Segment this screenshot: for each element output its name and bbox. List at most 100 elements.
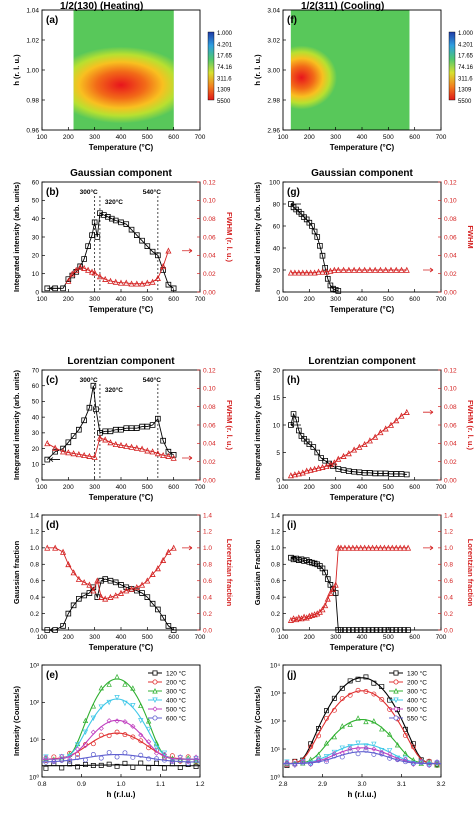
data-point bbox=[311, 228, 318, 235]
data-point bbox=[154, 747, 160, 753]
data-point bbox=[75, 764, 80, 770]
colorbar-label: 5500 bbox=[217, 99, 231, 105]
data-point bbox=[170, 285, 177, 292]
legend-marker bbox=[152, 679, 158, 685]
panel-label: (c) bbox=[46, 375, 58, 386]
data-point bbox=[69, 270, 76, 277]
y2-tick-label: 0.10 bbox=[203, 386, 216, 393]
data-point bbox=[160, 451, 167, 459]
y-tick-label: 10¹ bbox=[30, 737, 40, 744]
y-tick-label: 10³ bbox=[271, 690, 281, 697]
data-point bbox=[316, 733, 322, 739]
y-tick-label: 1.0 bbox=[30, 545, 39, 552]
colorbar-label: 5500 bbox=[458, 99, 472, 105]
panel-a: 100 200 300 400 500 600 700 0.96 0.98 1.00 1.02 1.0… bbox=[12, 1, 233, 152]
data-point bbox=[65, 277, 72, 284]
y-tick-label: 0.98 bbox=[26, 97, 39, 104]
fit-curve bbox=[283, 718, 441, 765]
y-tick-label: 10⁰ bbox=[29, 773, 39, 781]
x-tick-label: 600 bbox=[409, 484, 420, 491]
y2-tick-label: 0.10 bbox=[444, 386, 457, 393]
left-axis-arrow bbox=[49, 457, 60, 462]
series-line bbox=[290, 411, 408, 476]
data-point bbox=[329, 585, 337, 592]
data-point bbox=[88, 268, 96, 275]
x-tick-label: 200 bbox=[63, 484, 74, 491]
data-point bbox=[130, 734, 136, 740]
data-point bbox=[86, 590, 93, 596]
data-point bbox=[98, 725, 104, 732]
y-tick-label: 1.4 bbox=[30, 512, 39, 519]
data-point bbox=[89, 232, 95, 238]
data-point bbox=[287, 616, 294, 623]
x-tick-label: 700 bbox=[195, 634, 206, 641]
data-point bbox=[149, 278, 156, 285]
data-point bbox=[339, 696, 345, 701]
x-tick-label: 300 bbox=[330, 634, 341, 641]
data-point bbox=[371, 746, 377, 752]
data-point bbox=[139, 590, 145, 596]
plot-frame bbox=[282, 514, 442, 631]
data-point bbox=[81, 579, 88, 586]
panel-label: (g) bbox=[287, 187, 300, 198]
data-point bbox=[44, 456, 51, 463]
y2-axis-label: Lorentzian fraction bbox=[466, 539, 474, 607]
data-point bbox=[355, 676, 361, 682]
data-point bbox=[382, 425, 389, 432]
data-point bbox=[307, 269, 314, 276]
x-tick-label: 600 bbox=[168, 134, 179, 141]
data-point bbox=[112, 440, 119, 448]
legend-marker bbox=[393, 688, 399, 694]
data-point bbox=[165, 448, 172, 455]
data-point bbox=[105, 214, 111, 220]
series-line bbox=[47, 547, 174, 600]
data-point bbox=[90, 584, 97, 591]
data-point bbox=[381, 544, 388, 551]
data-point bbox=[102, 428, 108, 435]
x-tick-label: 200 bbox=[304, 134, 315, 141]
y-tick-label: 70 bbox=[32, 367, 40, 374]
data-point bbox=[379, 696, 385, 702]
data-point bbox=[65, 610, 72, 617]
data-point bbox=[363, 674, 369, 680]
y2-tick-label: 1.4 bbox=[203, 512, 212, 519]
data-point bbox=[426, 759, 432, 765]
data-point bbox=[165, 623, 172, 629]
y-tick-label: 80 bbox=[273, 201, 281, 208]
data-point bbox=[331, 733, 338, 740]
data-point bbox=[98, 755, 104, 761]
x-tick-label: 200 bbox=[63, 134, 74, 141]
data-point bbox=[133, 280, 140, 287]
data-point bbox=[355, 745, 361, 752]
data-point bbox=[311, 465, 318, 472]
x-tick-label: 500 bbox=[142, 134, 153, 141]
data-point bbox=[386, 731, 393, 737]
data-point bbox=[319, 606, 326, 613]
data-point bbox=[90, 587, 97, 594]
data-point bbox=[332, 590, 339, 596]
data-point bbox=[86, 404, 93, 411]
data-point bbox=[426, 762, 432, 769]
data-point bbox=[371, 691, 377, 697]
data-point bbox=[82, 729, 89, 735]
data-point bbox=[114, 754, 120, 760]
fit-curve bbox=[283, 690, 441, 765]
y2-tick-label: 0.4 bbox=[444, 594, 453, 601]
data-point bbox=[332, 287, 339, 293]
data-point bbox=[83, 757, 88, 763]
data-point bbox=[128, 585, 135, 592]
data-point bbox=[138, 702, 144, 709]
data-point bbox=[81, 264, 88, 271]
y-tick-label: 10 bbox=[32, 271, 40, 278]
x-tick-label: 2.8 bbox=[278, 781, 287, 788]
x-tick-label: 700 bbox=[436, 296, 447, 303]
y2-tick-label: 0.02 bbox=[203, 459, 216, 466]
x-axis-label: h (r.l.u.) bbox=[348, 790, 377, 799]
data-point bbox=[377, 544, 384, 551]
data-point bbox=[323, 740, 330, 746]
y-tick-label: 0.8 bbox=[30, 562, 39, 569]
colorbar-label: 1309 bbox=[217, 88, 231, 94]
data-point bbox=[51, 759, 57, 765]
data-point bbox=[410, 744, 416, 750]
